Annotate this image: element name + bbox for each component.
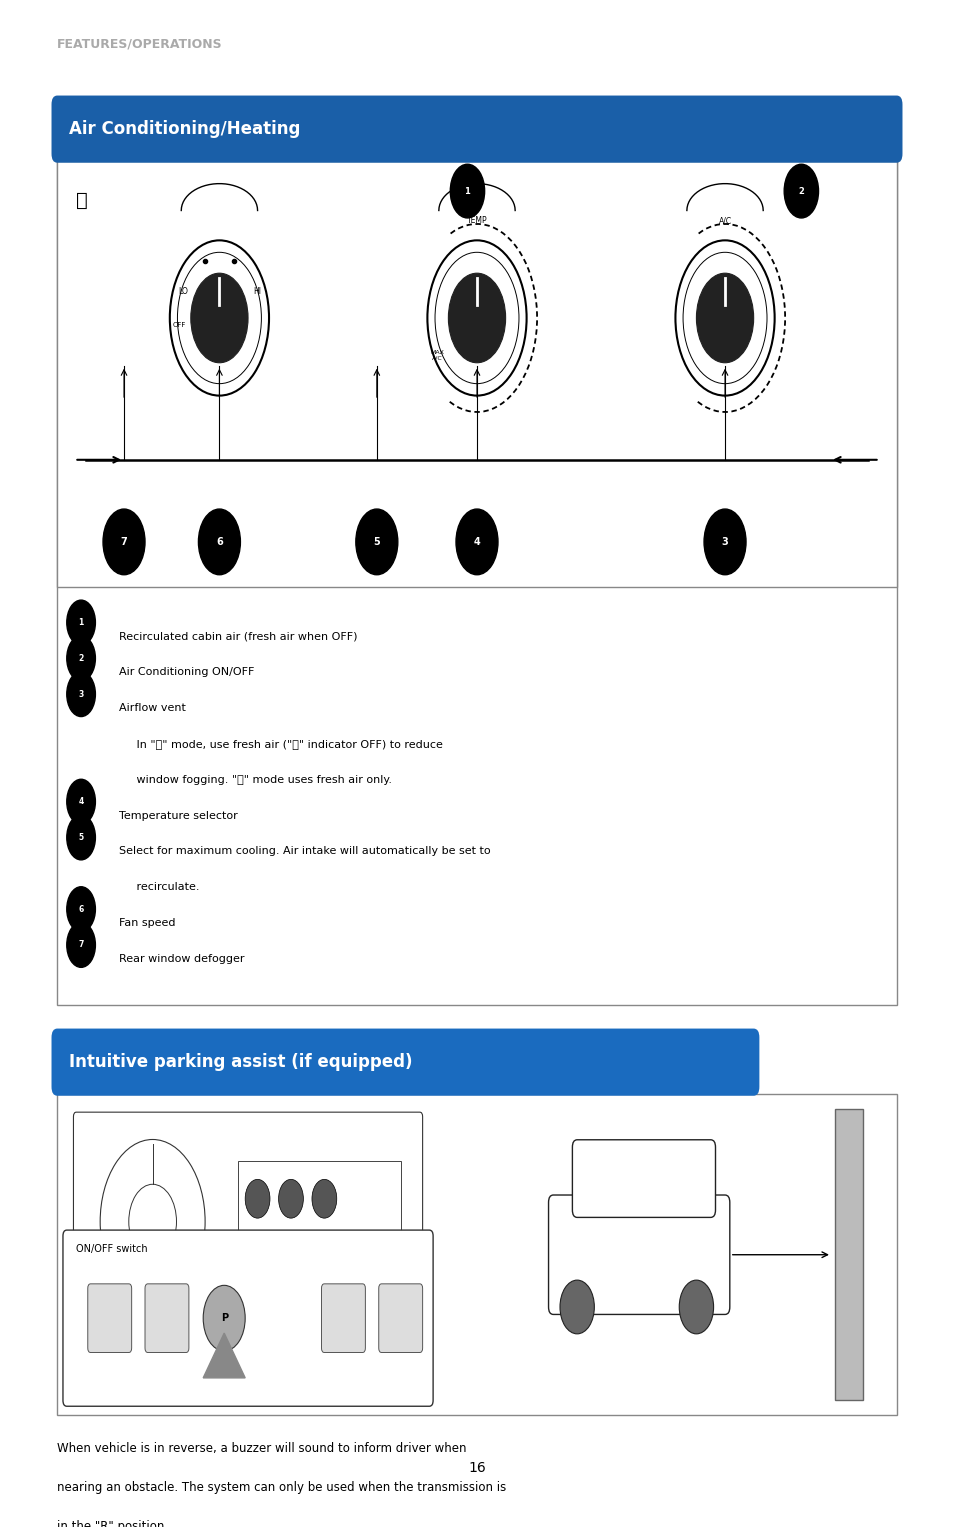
Circle shape: [67, 600, 95, 644]
Text: 3: 3: [720, 538, 728, 547]
Text: 7: 7: [120, 538, 128, 547]
Circle shape: [191, 273, 248, 363]
Circle shape: [448, 273, 505, 363]
Circle shape: [245, 1179, 270, 1219]
Text: MAX
A/C: MAX A/C: [430, 350, 443, 360]
FancyBboxPatch shape: [145, 1284, 189, 1353]
Text: ⑁: ⑁: [76, 191, 88, 211]
Circle shape: [67, 779, 95, 825]
Text: nearing an obstacle. The system can only be used when the transmission is: nearing an obstacle. The system can only…: [57, 1481, 506, 1493]
Text: 7: 7: [78, 941, 84, 950]
FancyBboxPatch shape: [88, 1284, 132, 1353]
FancyBboxPatch shape: [378, 1284, 422, 1353]
FancyBboxPatch shape: [321, 1284, 365, 1353]
Text: When vehicle is in reverse, a buzzer will sound to inform driver when: When vehicle is in reverse, a buzzer wil…: [57, 1441, 466, 1455]
Text: Air Conditioning ON/OFF: Air Conditioning ON/OFF: [119, 667, 254, 678]
Text: Airflow vent: Airflow vent: [119, 702, 186, 713]
Text: ON/OFF switch: ON/OFF switch: [76, 1243, 148, 1254]
Circle shape: [450, 165, 484, 218]
Text: 6: 6: [78, 904, 84, 913]
FancyBboxPatch shape: [57, 162, 896, 586]
Text: recirculate.: recirculate.: [119, 883, 199, 892]
Text: Rear window defogger: Rear window defogger: [119, 954, 245, 964]
Text: Intuitive parking assist (if equipped): Intuitive parking assist (if equipped): [69, 1054, 412, 1070]
Text: 4: 4: [473, 538, 480, 547]
Circle shape: [783, 165, 818, 218]
Circle shape: [67, 887, 95, 931]
FancyBboxPatch shape: [548, 1196, 729, 1315]
FancyBboxPatch shape: [238, 1162, 400, 1325]
Text: 5: 5: [373, 538, 380, 547]
Circle shape: [559, 1280, 594, 1335]
FancyBboxPatch shape: [57, 162, 896, 1005]
Text: 4: 4: [78, 797, 84, 806]
FancyBboxPatch shape: [73, 1112, 422, 1397]
Text: Fan speed: Fan speed: [119, 918, 175, 928]
Circle shape: [278, 1179, 303, 1219]
Polygon shape: [203, 1333, 245, 1377]
Text: 6: 6: [215, 538, 223, 547]
Circle shape: [679, 1280, 713, 1335]
Text: 3: 3: [78, 690, 84, 699]
Text: TEMP: TEMP: [466, 217, 487, 226]
Circle shape: [67, 922, 95, 968]
FancyBboxPatch shape: [834, 1109, 862, 1400]
Circle shape: [67, 672, 95, 716]
FancyBboxPatch shape: [57, 1095, 896, 1416]
Text: 16: 16: [468, 1461, 485, 1475]
Circle shape: [696, 273, 753, 363]
Text: Temperature selector: Temperature selector: [119, 811, 237, 820]
Text: 5: 5: [78, 834, 84, 841]
Text: Select for maximum cooling. Air intake will automatically be set to: Select for maximum cooling. Air intake w…: [119, 846, 491, 857]
Text: Air Conditioning/Heating: Air Conditioning/Heating: [69, 121, 300, 137]
FancyBboxPatch shape: [63, 1231, 433, 1406]
Text: window fogging. "Ⓓ" mode uses fresh air only.: window fogging. "Ⓓ" mode uses fresh air …: [119, 774, 392, 785]
FancyBboxPatch shape: [51, 96, 902, 163]
Circle shape: [67, 635, 95, 681]
FancyBboxPatch shape: [572, 1139, 715, 1217]
Text: HI: HI: [253, 287, 261, 296]
FancyBboxPatch shape: [51, 1029, 759, 1096]
Circle shape: [456, 508, 497, 574]
Text: in the "R" position.: in the "R" position.: [57, 1519, 168, 1527]
Text: FEATURES/OPERATIONS: FEATURES/OPERATIONS: [57, 37, 223, 50]
Text: A/C: A/C: [718, 217, 731, 226]
Circle shape: [203, 1286, 245, 1351]
Text: 1: 1: [78, 618, 84, 628]
Circle shape: [312, 1179, 336, 1219]
Circle shape: [67, 815, 95, 860]
Circle shape: [198, 508, 240, 574]
Text: P: P: [220, 1313, 228, 1324]
Text: 2: 2: [798, 186, 803, 195]
Text: Recirculated cabin air (fresh air when OFF): Recirculated cabin air (fresh air when O…: [119, 632, 357, 641]
Text: 2: 2: [78, 654, 84, 663]
Circle shape: [355, 508, 397, 574]
Text: OFF: OFF: [172, 322, 186, 328]
Circle shape: [703, 508, 745, 574]
Text: LO: LO: [178, 287, 188, 296]
Text: In "Ⓕ" mode, use fresh air ("Ⓕ" indicator OFF) to reduce: In "Ⓕ" mode, use fresh air ("Ⓕ" indicato…: [119, 739, 442, 748]
Circle shape: [103, 508, 145, 574]
Text: 1: 1: [464, 186, 470, 195]
